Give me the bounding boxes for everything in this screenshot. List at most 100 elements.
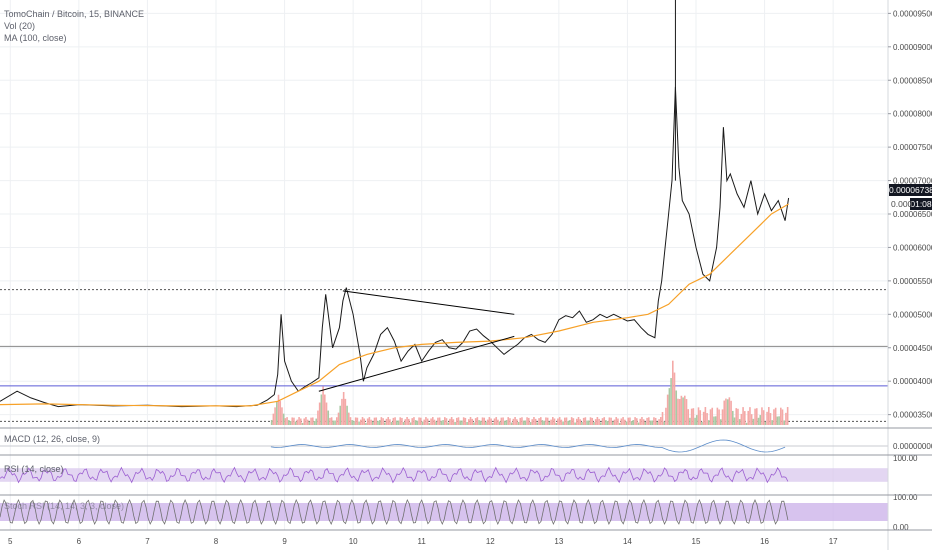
volume-bar <box>413 417 415 425</box>
volume-bar <box>416 420 419 425</box>
volume-bar <box>450 417 453 425</box>
y-tick-label: 0.00005000 <box>893 310 932 319</box>
volume-bar <box>337 412 340 425</box>
volume-bar <box>382 418 384 425</box>
volume-bar <box>594 419 597 425</box>
volume-bar <box>438 417 441 425</box>
volume-bar <box>744 411 746 425</box>
legend-ma[interactable]: MA (100, close) <box>4 33 67 43</box>
volume-bar <box>485 421 487 425</box>
volume-bar <box>642 419 645 425</box>
volume-bar <box>634 417 636 425</box>
volume-bar <box>771 420 774 425</box>
volume-bar <box>298 417 300 425</box>
volume-bar <box>569 420 571 425</box>
volume-bar <box>768 407 770 425</box>
volume-bar <box>757 417 760 425</box>
volume-bar <box>560 419 563 425</box>
volume-bar <box>745 422 748 425</box>
legend-symbol[interactable]: TomoChain / Bitcoin, 15, BINANCE <box>4 9 145 19</box>
volume-bar <box>572 418 575 425</box>
volume-bar <box>481 417 484 425</box>
volume-bar <box>294 421 297 425</box>
volume-bar <box>574 422 576 425</box>
rsi-label[interactable]: RSI (14, close) <box>4 464 64 474</box>
volume-bar <box>613 419 616 425</box>
volume-bar <box>656 422 659 425</box>
volume-bar <box>296 419 299 425</box>
volume-bar <box>721 409 724 425</box>
current-price-badge: 0.00006738 <box>889 184 932 196</box>
volume-bar <box>385 418 388 425</box>
volume-bar <box>425 417 427 425</box>
volume-bar <box>356 417 359 425</box>
volume-bar <box>733 417 736 425</box>
volume-bar <box>622 417 624 425</box>
volume-bar <box>372 421 374 425</box>
volume-bar <box>354 417 357 425</box>
volume-bar <box>648 417 650 425</box>
volume-bar <box>533 417 535 425</box>
volume-bar <box>308 421 311 425</box>
volume-bar <box>286 417 288 425</box>
volume-bar <box>390 421 393 425</box>
volume-bar <box>692 408 695 425</box>
rsi-line <box>0 466 789 484</box>
volume-bar <box>557 418 559 425</box>
volume-bar <box>582 417 585 425</box>
volume-bar <box>492 422 494 425</box>
volume-bar <box>598 418 600 425</box>
volume-bar <box>497 419 499 425</box>
volume-bar <box>339 405 342 425</box>
volume-bar <box>576 418 578 425</box>
volume-bar <box>272 413 275 425</box>
volume-bar <box>457 417 460 425</box>
volume-bar <box>432 417 434 425</box>
y-tick-label: 0.00003500 <box>893 411 932 420</box>
volume-bar <box>555 422 558 425</box>
volume-bar <box>534 418 537 425</box>
volume-bar <box>361 417 364 425</box>
volume-bar <box>531 419 534 425</box>
volume-bar <box>476 417 479 425</box>
stoch-label[interactable]: Stoch RSI (14, 14, 3, 3, close) <box>4 501 125 511</box>
volume-bar <box>617 418 619 425</box>
volume-bar <box>606 420 609 425</box>
volume-bar <box>548 421 551 425</box>
volume-bar <box>480 420 482 425</box>
y-tick-label: 0.00007500 <box>893 143 932 152</box>
volume-bar <box>663 421 666 425</box>
y-tick-label: 0.00006000 <box>893 243 932 252</box>
volume-bars <box>270 360 789 425</box>
x-tick-label: 13 <box>554 537 563 546</box>
volume-bar <box>653 417 655 425</box>
y-tick-label: 0.00004000 <box>893 377 932 386</box>
volume-bar <box>351 420 354 425</box>
volume-bar <box>558 417 561 425</box>
volume-bar <box>483 417 486 425</box>
macd-label[interactable]: MACD (12, 26, close, 9) <box>4 434 101 444</box>
volume-bar <box>689 417 691 425</box>
volume-bar <box>600 422 602 425</box>
volume-bar <box>495 417 498 425</box>
volume-bar <box>468 419 470 425</box>
volume-bar <box>706 413 708 425</box>
volume-bar <box>603 417 606 425</box>
volume-bar <box>701 421 703 425</box>
volume-bar <box>360 419 362 425</box>
volume-bar <box>711 407 714 425</box>
volume-bar <box>459 420 462 425</box>
volume-bar <box>668 388 671 425</box>
volume-bar <box>737 408 739 425</box>
volume-bar <box>709 409 712 425</box>
volume-bar <box>411 418 414 425</box>
volume-bar <box>507 417 510 425</box>
volume-bar <box>546 417 549 425</box>
legend-volume[interactable]: Vol (20) <box>4 21 36 31</box>
volume-bar <box>281 407 283 425</box>
volume-bar <box>334 420 336 425</box>
volume-bar <box>726 399 729 425</box>
volume-bar <box>660 417 662 425</box>
stoch-band <box>0 503 888 521</box>
y-tick-label: 0.00007000 <box>893 177 932 186</box>
